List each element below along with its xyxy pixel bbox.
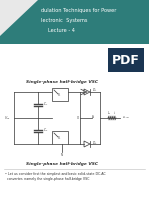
Text: $v_{s,ref}$: $v_{s,ref}$ <box>122 115 131 121</box>
Bar <box>108 48 144 72</box>
Text: lectronic  Systems: lectronic Systems <box>41 18 87 23</box>
Text: Single-phase half-bridge VSC: Single-phase half-bridge VSC <box>26 162 98 166</box>
Text: N: N <box>61 153 63 157</box>
Text: A: A <box>92 115 94 119</box>
Text: $D_1$: $D_1$ <box>92 86 98 94</box>
Text: $S_1$: $S_1$ <box>57 91 63 99</box>
Text: O: O <box>77 116 79 120</box>
Polygon shape <box>0 0 38 36</box>
Bar <box>52 131 68 144</box>
Text: dulation Techniques for Power: dulation Techniques for Power <box>41 8 116 13</box>
Text: $L_s$: $L_s$ <box>107 109 111 117</box>
Text: $D_2$: $D_2$ <box>92 139 97 147</box>
Text: $i_s$: $i_s$ <box>113 109 117 117</box>
Text: $C_2$: $C_2$ <box>43 126 48 134</box>
Text: $V_{dc}$: $V_{dc}$ <box>4 114 10 122</box>
Text: • Let us consider first the simplest and basic solid-state DC-AC
  converter, na: • Let us consider first the simplest and… <box>5 172 106 181</box>
Text: Lecture - 4: Lecture - 4 <box>48 28 75 33</box>
Text: PDF: PDF <box>112 53 140 67</box>
Text: $C_1$: $C_1$ <box>43 100 48 108</box>
Text: Single-phase half-bridge VSC: Single-phase half-bridge VSC <box>26 80 98 84</box>
Bar <box>0 44 149 198</box>
Bar <box>52 88 68 101</box>
Text: $S_2$: $S_2$ <box>58 134 63 142</box>
Bar <box>0 0 149 44</box>
